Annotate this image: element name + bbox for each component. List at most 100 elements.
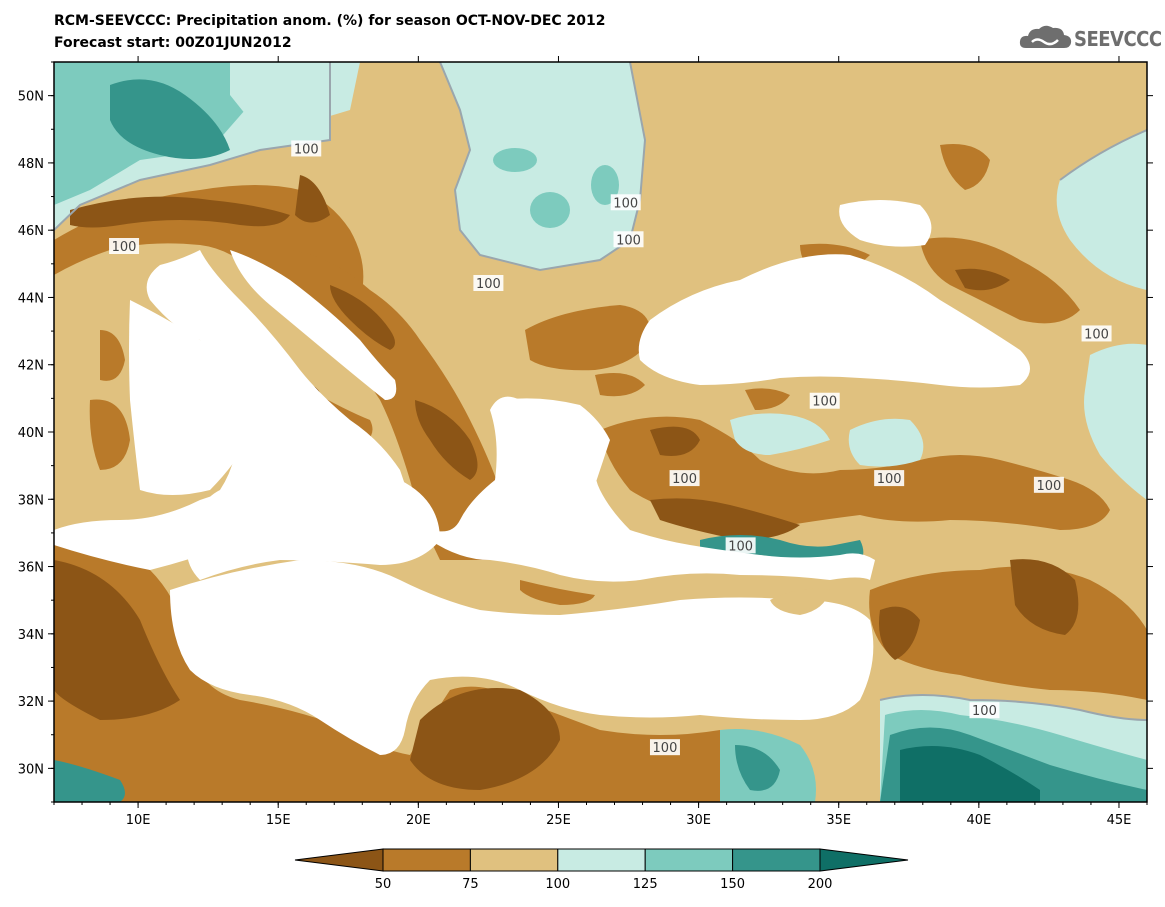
colorbar-segment [294,848,384,872]
lon-tick-label: 45E [1107,813,1132,828]
contour-label-text: 100 [972,704,997,719]
cyprus [770,588,830,615]
contour-label-text: 100 [672,472,697,487]
very-dry-area [54,560,180,720]
lon-tick-label: 20E [406,813,431,828]
sea-of-azov [839,200,932,247]
very-dry-area [879,606,920,660]
lat-tick-label: 30N [18,762,44,777]
contour-label: 100 [291,140,322,157]
aegean-sea [500,398,610,545]
colorbar-segment [469,848,559,872]
colorbar-label: 100 [545,877,570,892]
very-dry-area [70,196,290,228]
dry-area [940,144,990,190]
colorbar-label: 150 [720,877,745,892]
lat-tick-label: 40N [18,426,44,441]
colorbar: 50 75 100 125 150 200 [294,848,909,892]
dry-area-turkey [600,416,1110,530]
lon-tick-label: 15E [266,813,291,828]
contour-label: 100 [649,739,680,756]
contour-label-text: 100 [112,240,137,255]
colorbar-segment [382,848,471,872]
very-dry-area [330,285,395,350]
contour-label: 100 [1081,325,1112,342]
extremely-wet-area [54,760,125,802]
wettest-area [900,746,1040,802]
forecast-start-label: Forecast start: 00Z01JUN2012 [54,35,292,51]
contour-label-text: 100 [294,142,319,157]
dry-area-corsica [100,330,125,381]
contour-label: 100 [1033,476,1064,494]
contour-label-text: 100 [1084,327,1109,342]
dry-area [745,388,790,410]
wet-area-east [440,62,645,270]
colorbar-segment [644,848,734,872]
extremely-wet-area [735,745,780,791]
lon-tick-label: 30E [686,813,711,828]
dry-area-sardinia [89,399,130,470]
contour-labels: 100 100 100 100 100 100 100 100 100 100 100 100 100 [109,140,1112,756]
contour-label: 100 [669,470,700,487]
colorbar-label: 200 [808,877,833,892]
colorbar-label: 75 [462,877,479,892]
colorbar-segment [819,848,909,872]
contour-label-text: 100 [653,741,678,756]
dry-area-bulgaria [595,372,645,397]
lat-tick-label: 46N [18,224,44,239]
very-dry-area [650,498,800,540]
cloud-icon [1019,25,1072,48]
contour-label: 100 [610,194,641,211]
wet-spot [493,148,537,172]
lat-tick-label: 34N [18,628,44,643]
contour-label-text: 100 [1036,479,1061,494]
longitude-axis: 10E 15E 20E 25E 30E 35E 40E 45E [53,56,1148,828]
anomaly-field [54,62,1147,802]
wet-area-anatolia [730,413,830,455]
colorbar-segment [732,848,821,872]
wet-area-caucasus [1056,130,1147,290]
lat-tick-label: 38N [18,493,44,508]
colorbar-segment [557,848,646,872]
lat-tick-label: 32N [18,695,44,710]
lon-tick-label: 40E [966,813,991,828]
contour-label-text: 100 [728,539,753,554]
contour-label: 100 [969,702,1000,719]
contour-label-text: 100 [616,233,641,248]
lat-tick-label: 44N [18,291,44,306]
wet-area-czech [230,62,360,125]
black-sea [638,254,1030,388]
contour-label: 100 [725,537,756,554]
dry-area-romania [525,305,651,371]
very-dry-area [955,268,1010,291]
contour-label: 100 [613,231,644,248]
logo-text: SEEVCCC [1074,27,1162,51]
contour-label: 100 [874,470,905,487]
wet-area-anatolia [848,418,924,467]
lat-tick-label: 36N [18,561,44,576]
contour-label: 100 [809,392,840,410]
contour-label: 100 [109,238,140,255]
lon-tick-label: 35E [826,813,851,828]
wet-spot [530,192,570,228]
very-dry-area [415,400,478,480]
mediterranean-sea-south [170,560,874,755]
map-title: RCM-SEEVCCC: Precipitation anom. (%) for… [54,13,606,29]
very-dry-area [295,175,330,223]
lon-tick-label: 25E [546,813,571,828]
contour-label-text: 100 [812,395,837,410]
lat-tick-label: 50N [18,90,44,105]
very-dry-area [410,688,560,790]
extremely-wet-area [110,79,230,159]
contour-label-text: 100 [476,277,501,292]
crete [520,580,595,605]
colorbar-label: 50 [375,877,392,892]
contour-label: 100 [473,275,504,292]
very-dry-area [1010,559,1079,635]
contour-lines [54,62,1147,721]
ionian-sea [186,410,440,580]
lat-tick-label: 48N [18,157,44,172]
seevccc-logo: SEEVCCC [1018,22,1162,54]
contour-label-text: 100 [877,472,902,487]
